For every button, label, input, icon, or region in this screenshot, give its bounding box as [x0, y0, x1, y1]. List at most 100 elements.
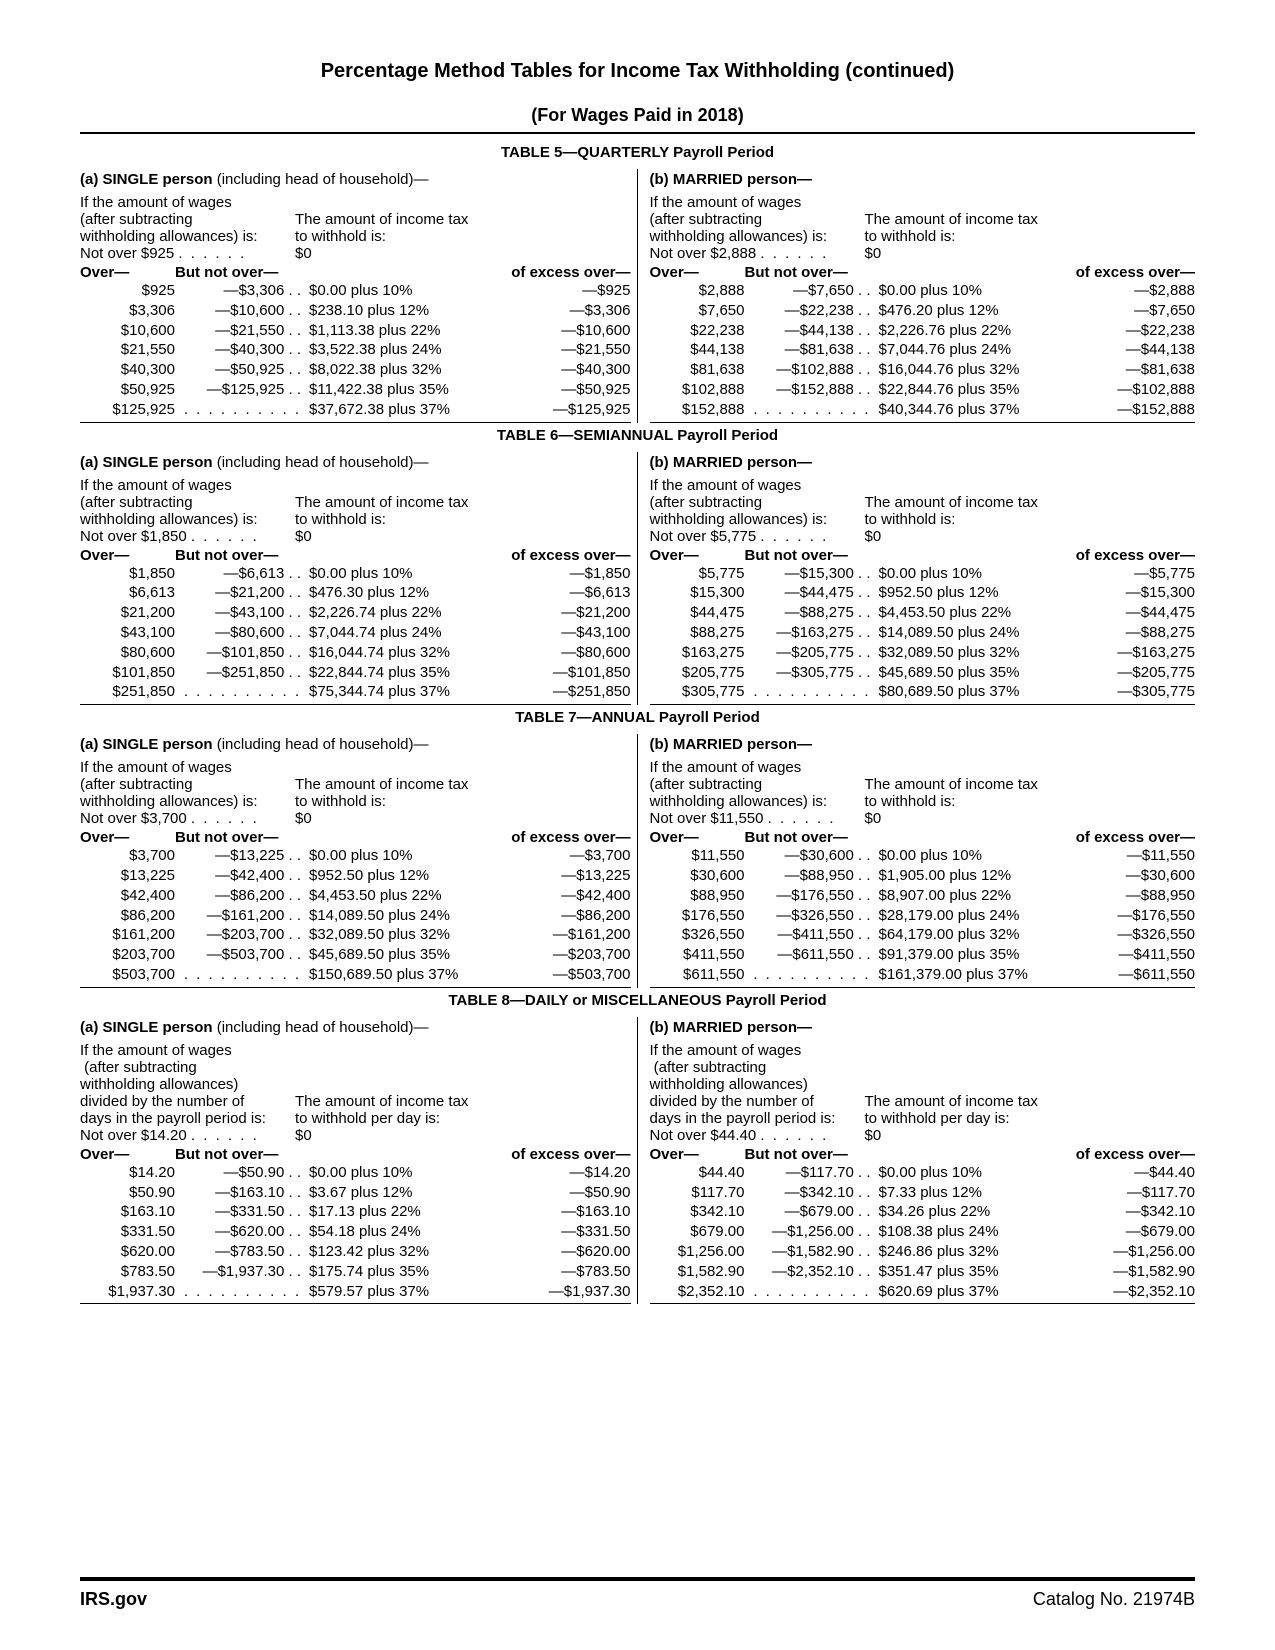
cell-not-over: —$42,400 . .: [181, 866, 305, 886]
cell-excess: —$503,700: [481, 965, 631, 985]
table-row: $125,925. . . . . . . . . . $37,672.38 p…: [80, 400, 631, 420]
single-column: (a) SINGLE person (including head of hou…: [80, 169, 638, 423]
cell-excess: —$163.10: [481, 1202, 631, 1222]
cell-over: $2,888: [650, 281, 751, 301]
cell-not-over: —$163.10 . .: [181, 1183, 305, 1203]
cell-tax: $7,044.74 plus 24%: [305, 623, 481, 643]
table-row: $331.50—$620.00 . . $54.18 plus 24%—$331…: [80, 1222, 631, 1242]
table-row: $11,550—$30,600 . . $0.00 plus 10%—$11,5…: [650, 846, 1196, 866]
cell-over: $125,925: [80, 400, 181, 420]
cell-tax: $476.30 plus 12%: [305, 583, 481, 603]
cell-not-over: —$117.70 . .: [751, 1163, 875, 1183]
cell-over: $176,550: [650, 906, 751, 926]
cell-not-over: —$13,225 . .: [181, 846, 305, 866]
cell-over: $503,700: [80, 965, 181, 985]
not-over-line: Not over $3,700 . . . . . .$0: [80, 810, 631, 827]
table-row: $117.70—$342.10 . . $7.33 plus 12%—$117.…: [650, 1183, 1196, 1203]
cell-over: $1,850: [80, 564, 181, 584]
table-row: $44,138—$81,638 . . $7,044.76 plus 24%—$…: [650, 340, 1196, 360]
table-row: $6,613—$21,200 . . $476.30 plus 12%—$6,6…: [80, 583, 631, 603]
table-row: $783.50—$1,937.30 . . $175.74 plus 35%—$…: [80, 1262, 631, 1282]
cell-over: $88,950: [650, 886, 751, 906]
cell-tax: $0.00 plus 10%: [875, 564, 1046, 584]
table-row: $14.20—$50.90 . . $0.00 plus 10%—$14.20: [80, 1163, 631, 1183]
cell-tax: $7.33 plus 12%: [875, 1183, 1046, 1203]
cell-not-over: —$611,550 . .: [751, 945, 875, 965]
table-caption: TABLE 7—ANNUAL Payroll Period: [80, 709, 1195, 726]
cell-excess: —$1,850: [481, 564, 631, 584]
cell-tax: $16,044.74 plus 32%: [305, 643, 481, 663]
cell-not-over: . . . . . . . . . .: [181, 1282, 305, 1302]
footer-catalog: Catalog No. 21974B: [1033, 1589, 1195, 1610]
cell-not-over: —$88,275 . .: [751, 603, 875, 623]
cell-excess: —$44,475: [1045, 603, 1195, 623]
table-row: $152,888. . . . . . . . . . $40,344.76 p…: [650, 400, 1196, 420]
intro-block: If the amount of wages(after subtracting…: [650, 194, 1196, 245]
cell-over: $10,600: [80, 321, 181, 341]
cell-not-over: —$21,550 . .: [181, 321, 305, 341]
cell-tax: $351.47 plus 35%: [875, 1262, 1046, 1282]
cell-not-over: —$163,275 . .: [751, 623, 875, 643]
cell-tax: $16,044.76 plus 32%: [875, 360, 1046, 380]
cell-excess: —$15,300: [1045, 583, 1195, 603]
cell-tax: $32,089.50 plus 32%: [875, 643, 1046, 663]
cell-tax: $22,844.74 plus 35%: [305, 663, 481, 683]
cell-tax: $0.00 plus 10%: [305, 1163, 481, 1183]
cell-over: $88,275: [650, 623, 751, 643]
cell-excess: —$88,950: [1045, 886, 1195, 906]
cell-tax: $246.86 plus 32%: [875, 1242, 1046, 1262]
table-row: $342.10—$679.00 . . $34.26 plus 22%—$342…: [650, 1202, 1196, 1222]
married-column: (b) MARRIED person—If the amount of wage…: [638, 452, 1196, 706]
intro-block: If the amount of wages (after subtractin…: [80, 1042, 631, 1127]
table-caption: TABLE 8—DAILY or MISCELLANEOUS Payroll P…: [80, 992, 1195, 1009]
table-row: $3,306—$10,600 . . $238.10 plus 12%—$3,3…: [80, 301, 631, 321]
not-over-line: Not over $1,850 . . . . . .$0: [80, 528, 631, 545]
cell-tax: $11,422.38 plus 35%: [305, 380, 481, 400]
cell-over: $783.50: [80, 1262, 181, 1282]
cell-not-over: —$6,613 . .: [181, 564, 305, 584]
cell-excess: —$50.90: [481, 1183, 631, 1203]
cell-over: $117.70: [650, 1183, 751, 1203]
cell-not-over: —$80,600 . .: [181, 623, 305, 643]
cell-not-over: . . . . . . . . . .: [751, 1282, 875, 1302]
cell-excess: —$80,600: [481, 643, 631, 663]
cell-tax: $64,179.00 plus 32%: [875, 925, 1046, 945]
cell-not-over: —$326,550 . .: [751, 906, 875, 926]
single-column: (a) SINGLE person (including head of hou…: [80, 1017, 638, 1305]
cell-not-over: . . . . . . . . . .: [181, 965, 305, 985]
cell-tax: $0.00 plus 10%: [305, 564, 481, 584]
cell-over: $102,888: [650, 380, 751, 400]
cell-excess: —$10,600: [481, 321, 631, 341]
cell-tax: $75,344.74 plus 37%: [305, 682, 481, 702]
cell-tax: $14,089.50 plus 24%: [875, 623, 1046, 643]
column-headers: Over—But not over—of excess over—: [650, 264, 1196, 281]
not-over-line: Not over $14.20 . . . . . .$0: [80, 1127, 631, 1144]
cell-not-over: —$305,775 . .: [751, 663, 875, 683]
cell-over: $15,300: [650, 583, 751, 603]
cell-tax: $123.42 plus 32%: [305, 1242, 481, 1262]
cell-over: $30,600: [650, 866, 751, 886]
cell-excess: —$88,275: [1045, 623, 1195, 643]
cell-over: $50,925: [80, 380, 181, 400]
cell-excess: —$152,888: [1045, 400, 1195, 420]
table-row: $21,550—$40,300 . . $3,522.38 plus 24%—$…: [80, 340, 631, 360]
not-over-line: Not over $44.40 . . . . . .$0: [650, 1127, 1196, 1144]
married-column: (b) MARRIED person—If the amount of wage…: [638, 169, 1196, 423]
cell-not-over: —$1,582.90 . .: [751, 1242, 875, 1262]
cell-excess: —$22,238: [1045, 321, 1195, 341]
cell-excess: —$611,550: [1045, 965, 1195, 985]
cell-excess: —$21,550: [481, 340, 631, 360]
table-caption: TABLE 6—SEMIANNUAL Payroll Period: [80, 427, 1195, 444]
cell-over: $2,352.10: [650, 1282, 751, 1302]
table-row: $205,775—$305,775 . . $45,689.50 plus 35…: [650, 663, 1196, 683]
cell-excess: —$679.00: [1045, 1222, 1195, 1242]
intro-block: If the amount of wages(after subtracting…: [80, 194, 631, 245]
cell-excess: —$21,200: [481, 603, 631, 623]
cell-excess: —$102,888: [1045, 380, 1195, 400]
cell-excess: —$40,300: [481, 360, 631, 380]
cell-over: $326,550: [650, 925, 751, 945]
column-headers: Over—But not over—of excess over—: [650, 547, 1196, 564]
cell-excess: —$11,550: [1045, 846, 1195, 866]
footer-site: IRS.gov: [80, 1589, 147, 1610]
single-column: (a) SINGLE person (including head of hou…: [80, 734, 638, 988]
